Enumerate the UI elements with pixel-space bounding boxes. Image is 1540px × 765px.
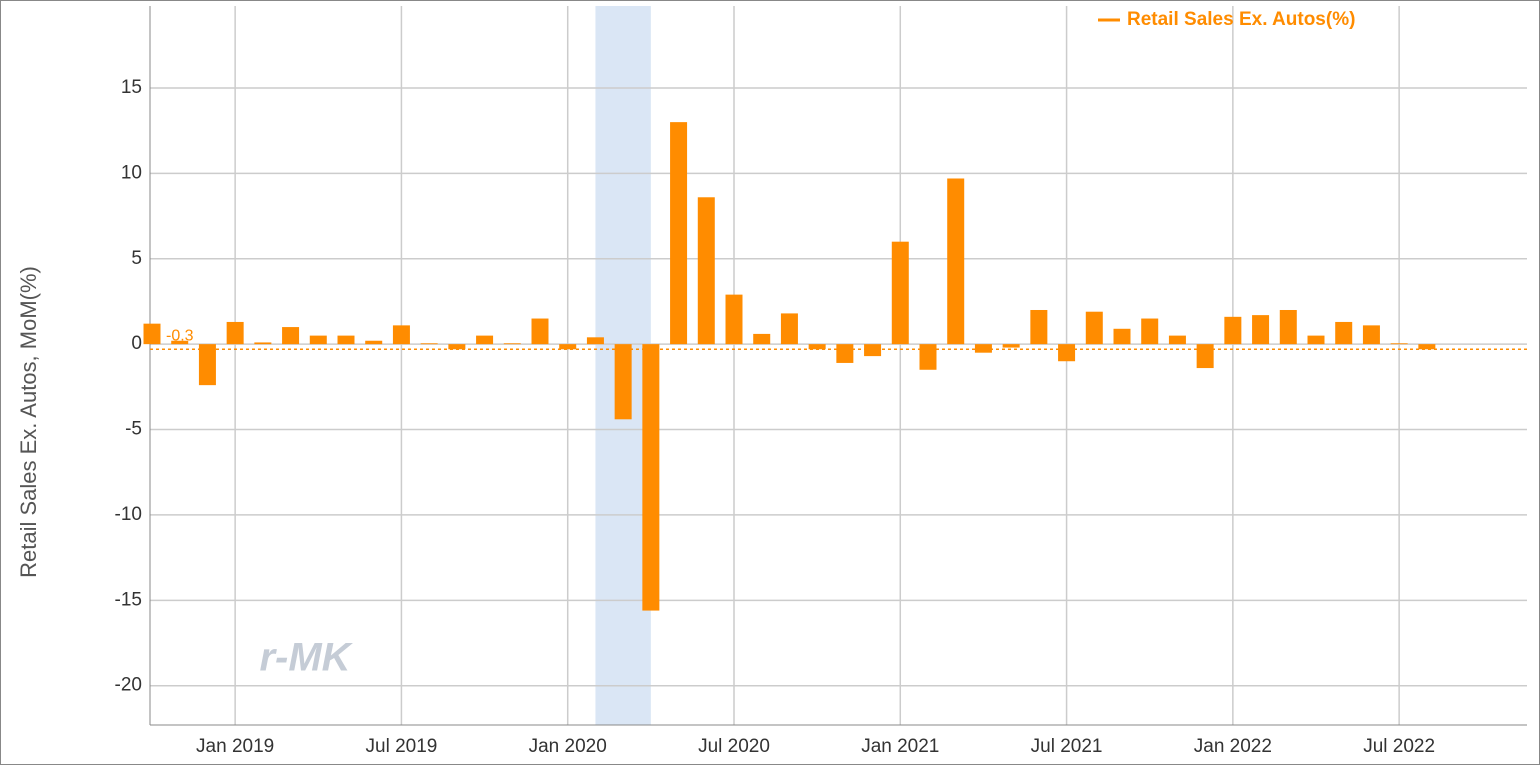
bar [1362, 325, 1380, 345]
y-tick-label: 5 [131, 248, 142, 269]
x-tick-label: Jul 2021 [1031, 736, 1103, 757]
bar [1252, 315, 1270, 345]
bar [309, 335, 327, 345]
bar [171, 340, 189, 345]
bar [974, 344, 992, 353]
bar [725, 294, 743, 345]
bar [1085, 311, 1103, 345]
y-tick-label: 15 [121, 77, 142, 98]
y-tick-label: 0 [131, 333, 142, 354]
bar [559, 344, 577, 350]
x-tick-label: Jul 2020 [698, 736, 770, 757]
bar [919, 344, 937, 370]
bar [1196, 344, 1214, 369]
x-tick-label: Jul 2022 [1363, 736, 1435, 757]
bar [1307, 335, 1325, 345]
legend-label: Retail Sales Ex. Autos(%) [1127, 9, 1355, 30]
reference-label: -0.3 [166, 327, 194, 344]
plot-area: -20 -15 -10 -5 0 5 10 15 Jan 2019 Jul 2019 Jan 202… [115, 6, 1527, 757]
bar [891, 241, 909, 345]
bar [282, 327, 300, 345]
bar [864, 344, 882, 357]
bar [753, 333, 771, 345]
x-tick-label: Jan 2020 [529, 736, 607, 757]
bar [420, 343, 438, 345]
bar [337, 335, 355, 345]
bar [254, 342, 272, 345]
bar [1113, 328, 1131, 345]
bar [476, 335, 494, 345]
bar [143, 323, 161, 345]
watermark: r-MK [259, 636, 353, 680]
x-tick-label: Jan 2022 [1194, 736, 1272, 757]
bar [1335, 321, 1353, 345]
bar [1141, 318, 1159, 345]
bar [836, 344, 854, 363]
bar [198, 344, 216, 386]
bar [531, 318, 549, 345]
bar [697, 197, 715, 345]
x-tick-label: Jan 2019 [196, 736, 274, 757]
bar [1030, 309, 1048, 345]
y-tick-label: -15 [115, 589, 142, 610]
bar [1168, 335, 1186, 345]
y-tick-label: -20 [115, 675, 142, 696]
y-axis-label: Retail Sales Ex. Autos, MoM(%) [16, 266, 41, 578]
bar [503, 343, 521, 345]
bar [947, 178, 965, 345]
bar [1279, 309, 1297, 345]
bar [226, 321, 244, 345]
bar [1058, 344, 1076, 362]
bar [1418, 344, 1436, 350]
bar [448, 344, 466, 350]
bar [1224, 316, 1242, 345]
x-tick-label: Jul 2019 [366, 736, 438, 757]
bar [614, 344, 632, 420]
bar [808, 344, 826, 350]
bar [365, 340, 383, 345]
bar [1390, 343, 1408, 345]
y-tick-label: 10 [121, 162, 142, 183]
bar [780, 313, 798, 345]
bar [642, 344, 660, 611]
bar [670, 122, 688, 345]
bar [1002, 344, 1020, 348]
y-tick-label: -10 [115, 504, 142, 525]
bar [586, 337, 604, 345]
x-tick-label: Jan 2021 [861, 736, 939, 757]
y-tick-label: -5 [125, 419, 142, 440]
bar [392, 325, 410, 345]
